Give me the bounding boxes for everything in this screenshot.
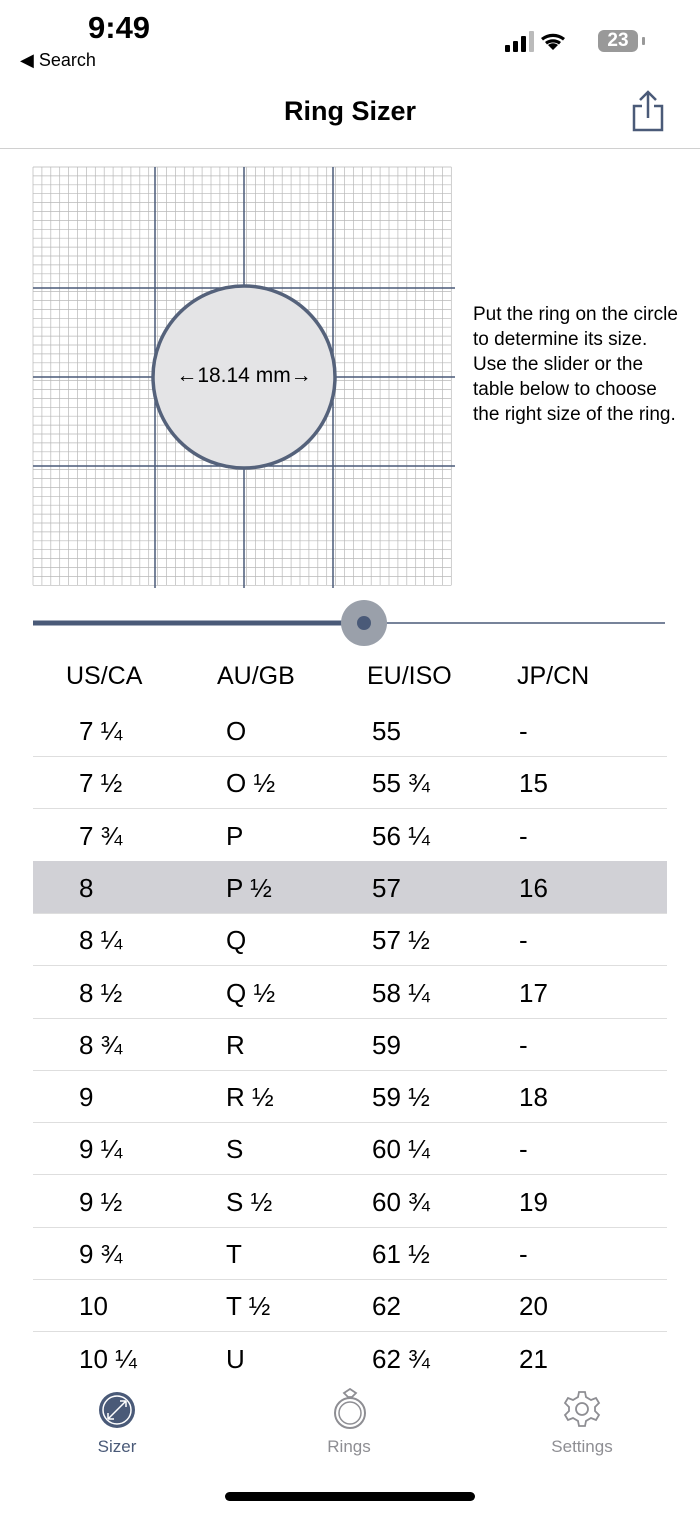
size-cell: 60 ¾ (372, 1186, 430, 1217)
tab-label[interactable]: Settings (551, 1437, 613, 1456)
size-cell: - (519, 716, 528, 746)
size-cell: 55 ¾ (372, 768, 430, 799)
size-cell: 59 ½ (372, 1082, 430, 1113)
size-cell: T (226, 1239, 242, 1269)
separator (0, 148, 700, 149)
size-cell: 58 ¼ (372, 977, 430, 1008)
settings-icon (563, 1391, 601, 1427)
size-cell: 7 ½ (79, 768, 123, 799)
size-cell: 20 (519, 1291, 548, 1322)
size-row[interactable]: 9 R ½ 59 ½ 18 (33, 1070, 667, 1124)
size-cell: 55 (372, 716, 401, 746)
size-cell: 8 ½ (79, 977, 123, 1008)
size-cell: 59 (372, 1029, 401, 1060)
tab-label[interactable]: Sizer (97, 1437, 137, 1456)
size-row[interactable]: 9 ¼ S 60 ¼ - (33, 1122, 667, 1176)
size-cell: 9 (79, 1082, 94, 1113)
size-cell: P ½ (226, 872, 272, 903)
column-header: EU/ISO (367, 662, 452, 690)
size-cell: 10 ¼ (79, 1343, 137, 1374)
size-cell: R ½ (226, 1082, 274, 1113)
size-cell: - (519, 1239, 528, 1269)
back-link[interactable]: ◀ Search (20, 50, 96, 70)
size-slider[interactable] (0, 595, 700, 651)
size-cell: - (519, 925, 528, 956)
size-cell: 60 ¼ (372, 1134, 430, 1165)
column-header: AU/GB (217, 662, 295, 690)
size-row[interactable]: 8 ¼ Q 57 ½ - (33, 913, 667, 967)
nav-title: Ring Sizer (283, 96, 417, 126)
size-row[interactable]: 7 ¾ P 56 ¼ - (33, 809, 667, 862)
size-cell: 8 ¼ (79, 925, 123, 956)
size-cell: 57 (372, 872, 401, 903)
size-row[interactable]: 7 ¼ O 55 - (33, 712, 667, 757)
size-cell: - (519, 1134, 528, 1165)
size-cell: S ½ (226, 1186, 273, 1217)
size-cell: 7 ¾ (79, 820, 123, 851)
size-cell: 18 (519, 1082, 548, 1113)
size-table: 7 ¼ O 55 - 7 ½ O ½ 55 ¾ 15 7 ¾ P 56 ¼ - 8 P ½ 57 16 8 ¼ Q… (0, 712, 700, 1380)
size-cell: O ½ (226, 768, 276, 799)
instructions: Put the ring on the circle to determine … (473, 304, 678, 425)
size-cell: - (519, 1029, 528, 1060)
share-button[interactable] (628, 90, 668, 134)
column-header: JP/CN (517, 662, 590, 690)
status-icons (505, 31, 645, 52)
size-cell: 9 ¼ (79, 1134, 123, 1165)
tab-label[interactable]: Rings (327, 1437, 371, 1456)
size-cell: P (226, 820, 244, 851)
ring-circle (151, 284, 337, 470)
size-cell: 19 (519, 1186, 548, 1217)
size-row[interactable]: 7 ½ O ½ 55 ¾ 15 (33, 756, 667, 810)
size-cell: Q ½ (226, 977, 276, 1008)
size-cell: O (226, 716, 247, 746)
size-cell: 62 ¾ (372, 1343, 430, 1374)
size-row[interactable]: 10 T ½ 62 20 (33, 1279, 667, 1333)
size-cell: 7 ¼ (79, 716, 123, 746)
size-row[interactable]: 8 ½ Q ½ 58 ¼ 17 (33, 966, 667, 1019)
size-row[interactable]: 8 ¾ R 59 - (33, 1018, 667, 1071)
size-cell: 56 ¼ (372, 820, 430, 851)
size-cell: 9 ½ (79, 1186, 123, 1217)
home-indicator (225, 1492, 475, 1501)
size-cell: 8 (79, 872, 94, 903)
size-cell: 16 (519, 872, 548, 903)
size-cell: 15 (519, 768, 548, 799)
sizer-icon (99, 1392, 135, 1428)
size-cell: - (519, 820, 528, 851)
size-cell: 61 ½ (372, 1239, 430, 1269)
size-cell: 17 (519, 977, 548, 1008)
size-cell: 62 (372, 1291, 401, 1322)
column-header: US/CA (66, 662, 143, 690)
diameter-label: ←18.14 mm→ (176, 364, 312, 387)
size-cell: 10 (79, 1291, 108, 1322)
size-cell: R (226, 1029, 245, 1060)
grid (32, 166, 455, 588)
size-cell: 57 ½ (372, 925, 430, 956)
rings-icon (334, 1388, 366, 1429)
size-row[interactable]: 8 P ½ 57 16 (33, 860, 667, 914)
status-time: 9:49 (88, 10, 151, 45)
size-cell: 9 ¾ (79, 1239, 123, 1269)
size-row[interactable]: 9 ¾ T 61 ½ - (33, 1227, 667, 1280)
size-cell: S (226, 1134, 244, 1165)
size-row[interactable]: 9 ½ S ½ 60 ¾ 19 (33, 1175, 667, 1228)
size-cell: 21 (519, 1343, 548, 1374)
size-cell: T ½ (226, 1291, 271, 1322)
size-cell: Q (226, 925, 247, 956)
size-cell: 8 ¾ (79, 1029, 123, 1060)
size-row[interactable]: 10 ¼ U 62 ¾ 21 (33, 1332, 667, 1380)
battery: 23 (598, 30, 638, 52)
size-cell: U (226, 1343, 245, 1374)
